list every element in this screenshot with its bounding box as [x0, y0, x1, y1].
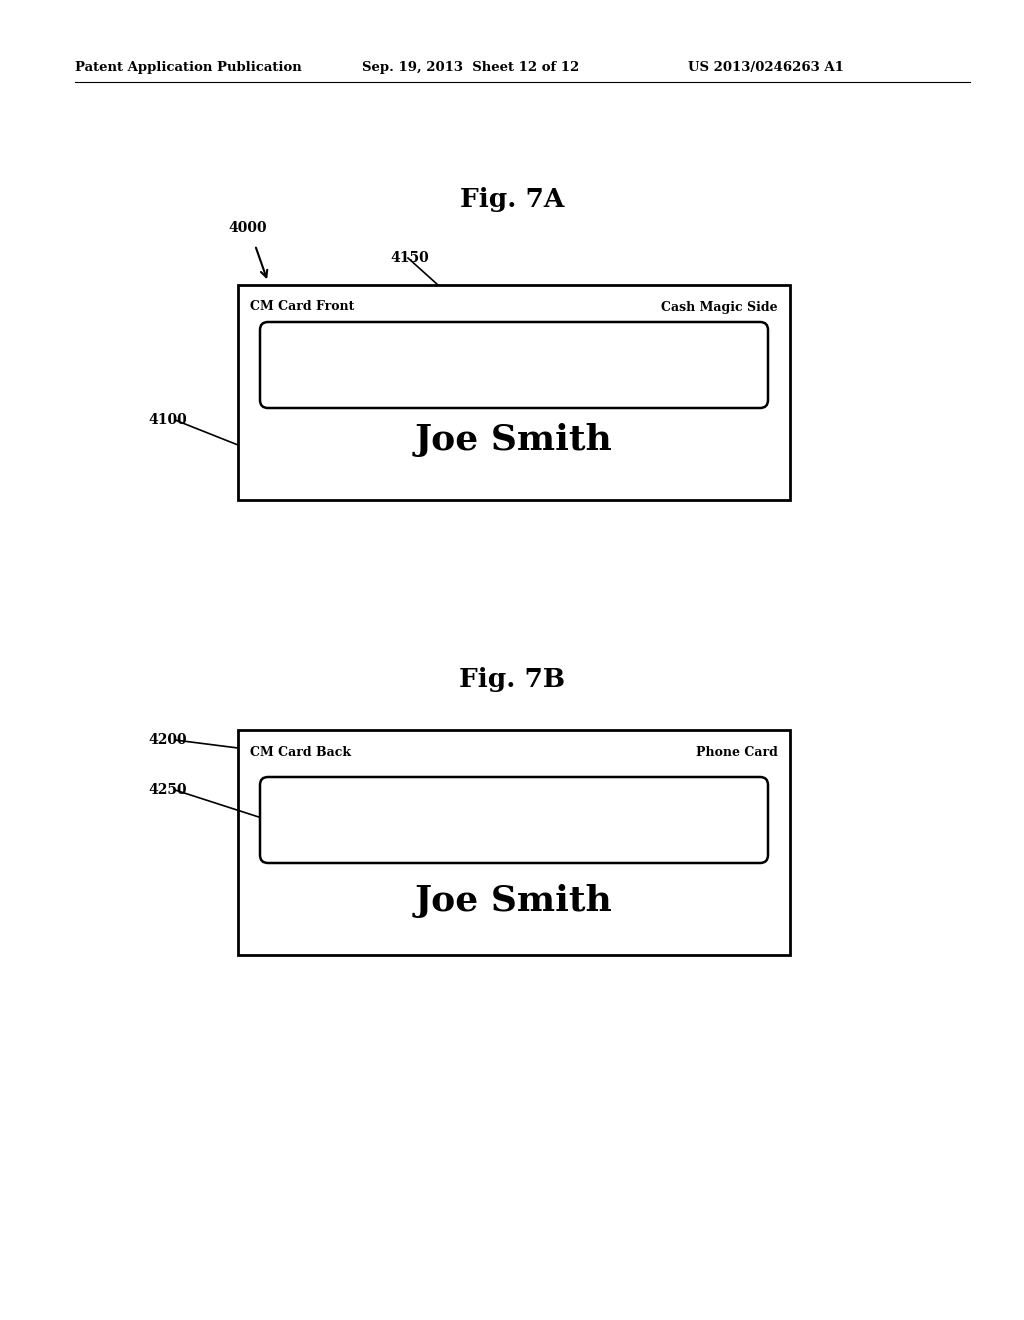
- Text: CM Card Back: CM Card Back: [250, 746, 351, 759]
- Text: 4200: 4200: [148, 733, 186, 747]
- Text: Fig. 7A: Fig. 7A: [460, 187, 564, 213]
- Text: CM Card Front: CM Card Front: [250, 301, 354, 314]
- Text: 4250: 4250: [148, 783, 186, 797]
- Text: Joe Smith: Joe Smith: [415, 422, 613, 457]
- Bar: [238, 730, 790, 954]
- Text: Cash Magic Side: Cash Magic Side: [662, 301, 778, 314]
- Text: 4000: 4000: [228, 220, 267, 235]
- Text: Fig. 7B: Fig. 7B: [459, 668, 565, 693]
- Text: Patent Application Publication: Patent Application Publication: [75, 62, 302, 74]
- Text: 4150: 4150: [390, 251, 429, 265]
- Text: Joe Smith: Joe Smith: [415, 884, 613, 917]
- Text: US 2013/0246263 A1: US 2013/0246263 A1: [688, 62, 844, 74]
- Text: Phone Card: Phone Card: [696, 746, 778, 759]
- FancyBboxPatch shape: [260, 322, 768, 408]
- FancyBboxPatch shape: [260, 777, 768, 863]
- Text: 4100: 4100: [148, 413, 186, 426]
- Bar: [238, 285, 790, 500]
- Text: Sep. 19, 2013  Sheet 12 of 12: Sep. 19, 2013 Sheet 12 of 12: [362, 62, 580, 74]
